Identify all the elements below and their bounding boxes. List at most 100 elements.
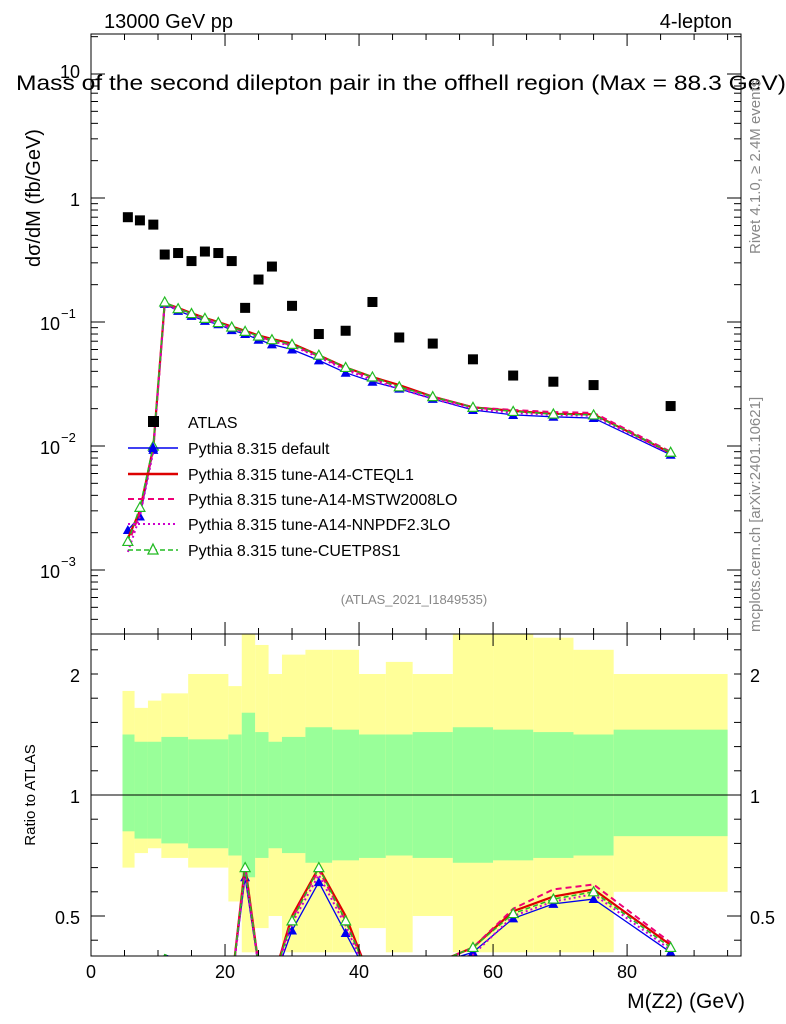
legend-label-mstw: Pythia 8.315 tune-A14-MSTW2008LO: [188, 492, 457, 509]
marker-top-4-5: [185, 307, 198, 319]
atlas-point-12: [287, 300, 298, 311]
marker-ratio-0-21: [588, 894, 599, 904]
legend-label-nnpdf: Pythia 8.315 tune-A14-NNPDF2.3LO: [188, 517, 450, 534]
marker-top-4-9: [239, 325, 252, 336]
atlas-data-points: [122, 212, 676, 412]
atlas-point-20: [548, 376, 559, 387]
marker-ratio-4-22: [664, 941, 677, 953]
curve-top-2: [126, 302, 672, 546]
atlas-point-13: [313, 329, 324, 340]
analysis-id-label: (ATLAS_2021_I1849535): [341, 592, 487, 607]
ratio-tick-label-05-right: 0.5: [750, 908, 775, 928]
atlas-point-15: [367, 296, 378, 307]
marker-top-4-1: [133, 501, 146, 512]
marker-top-4-7: [212, 316, 225, 328]
marker-ratio-4-14: [339, 914, 352, 926]
legend-marker-atlas: [148, 416, 159, 427]
xtick-label-0: 0: [86, 962, 96, 982]
marker-ratio-0-12: [287, 925, 298, 935]
atlas-point-14: [340, 325, 351, 336]
y-axis-title: dσ/dM (fb/GeV): [23, 129, 45, 267]
ytick-label-1e-2: 10: [40, 438, 60, 458]
rivet-version-label: Rivet 4.1.0, ≥ 2.4M events: [747, 80, 764, 254]
ytick-label-1e-1: 10: [40, 314, 60, 334]
legend-label-atlas: ATLAS: [188, 415, 238, 432]
atlas-point-4: [173, 248, 184, 259]
atlas-point-2: [148, 219, 159, 230]
atlas-point-18: [467, 354, 478, 365]
atlas-point-5: [186, 256, 197, 267]
atlas-point-10: [253, 274, 264, 285]
band-green-12: [359, 734, 386, 858]
energy-label: 13000 GeV pp: [104, 11, 233, 33]
channel-label: 4-lepton: [660, 11, 732, 33]
ratio-tick-label-05-left: 0.5: [55, 908, 80, 928]
legend-marker-default: [148, 442, 158, 452]
band-green-19: [613, 729, 728, 837]
band-green-0: [122, 734, 135, 832]
marker-top-0-12: [287, 344, 298, 354]
atlas-point-9: [240, 302, 251, 313]
marker-top-4-16: [393, 380, 406, 392]
atlas-point-22: [665, 401, 676, 412]
marker-top-4-20: [547, 407, 560, 419]
marker-ratio-4-9: [239, 861, 252, 873]
atlas-point-16: [394, 332, 405, 343]
marker-top-4-8: [225, 320, 238, 332]
ratio-uncertainty-bands: [122, 634, 728, 953]
band-green-1: [134, 741, 148, 839]
ytick-exp-1e-1: −1: [61, 306, 76, 321]
legend-label-cteql1: Pythia 8.315 tune-A14-CTEQL1: [188, 467, 414, 484]
atlas-point-19: [508, 370, 519, 381]
atlas-point-1: [134, 215, 145, 226]
xtick-label-40: 40: [349, 962, 369, 982]
atlas-point-21: [588, 380, 599, 391]
axis-ticks: [90, 34, 741, 956]
marker-top-4-6: [198, 312, 211, 323]
ytick-exp-1e-3: −3: [61, 554, 76, 569]
ratio-tick-label-1-right: 1: [750, 787, 760, 807]
xtick-label-80: 80: [617, 962, 637, 982]
mc-curves-top: [121, 295, 677, 553]
marker-ratio-4-12: [286, 914, 299, 926]
curve-top-3: [126, 303, 672, 553]
legend-label-default: Pythia 8.315 default: [188, 441, 330, 458]
band-green-3: [161, 736, 189, 844]
band-green-2: [147, 741, 162, 839]
y-tick-labels-top: 10 1 10 −1 10 −2 10 −3: [40, 62, 80, 582]
atlas-point-3: [159, 249, 170, 260]
marker-top-4-17: [426, 390, 439, 402]
atlas-point-8: [226, 256, 237, 267]
marker-top-4-10: [252, 329, 265, 341]
marker-top-4-11: [265, 333, 278, 345]
marker-top-4-18: [466, 401, 479, 412]
ytick-label-1: 1: [70, 190, 80, 210]
marker-ratio-4-19: [507, 907, 520, 919]
legend-marker-cuetp8s1: [146, 542, 160, 555]
ytick-exp-1e-2: −2: [61, 430, 76, 445]
marker-ratio-0-13: [313, 877, 324, 887]
plot-title: Mass of the second dilepton pair in the …: [16, 72, 786, 95]
xtick-label-60: 60: [483, 962, 503, 982]
marker-top-0-13: [313, 355, 324, 365]
ratio-axis-title: Ratio to ATLAS: [22, 744, 39, 845]
atlas-point-0: [122, 212, 133, 223]
marker-ratio-4-18: [466, 941, 479, 953]
marker-top-4-3: [158, 295, 171, 307]
marker-top-4-14: [339, 361, 352, 373]
marker-ratio-4-21: [587, 885, 600, 897]
legend: ATLAS Pythia 8.315 default Pythia 8.315 …: [128, 415, 457, 560]
mcplots-reference-label: mcplots.cern.ch [arXiv:2401.10621]: [747, 397, 764, 632]
ytick-label-1e-3: 10: [40, 562, 60, 582]
ratio-tick-label-1-left: 1: [70, 787, 80, 807]
marker-top-4-0: [121, 535, 134, 547]
atlas-point-6: [199, 246, 210, 257]
ytick-label-10: 10: [60, 62, 80, 82]
x-tick-labels: 0 20 40 60 80: [86, 962, 637, 982]
atlas-point-17: [427, 338, 438, 349]
marker-top-4-19: [507, 405, 520, 417]
marker-top-4-22: [664, 446, 677, 457]
band-green-4: [188, 739, 229, 849]
legend-label-cuetp8s1: Pythia 8.315 tune-CUETP8S1: [188, 543, 401, 560]
xtick-label-20: 20: [215, 962, 235, 982]
